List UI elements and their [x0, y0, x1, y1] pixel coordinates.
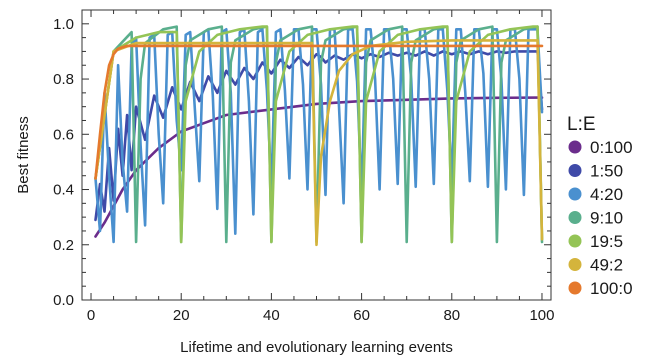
legend-swatch: [568, 211, 582, 224]
legend-label: 0:100: [590, 138, 633, 157]
y-tick-label: 0.6: [53, 126, 74, 143]
y-tick-label: 0.2: [53, 237, 74, 254]
x-tick-label: 80: [443, 307, 460, 324]
x-axis-title: Lifetime and evolutionary learning event…: [180, 339, 453, 356]
legend-label: 9:10: [590, 209, 623, 228]
legend-swatch: [568, 281, 582, 295]
legend-swatch: [568, 187, 582, 201]
legend-label: 100:0: [590, 279, 633, 298]
y-tick-label: 1.0: [53, 16, 74, 33]
legend-label: 4:20: [590, 185, 623, 204]
y-axis-title: Best fitness: [15, 116, 32, 194]
legend-title: L:E: [567, 114, 596, 135]
x-tick-label: 60: [353, 307, 370, 324]
x-tick-label: 100: [529, 307, 554, 324]
series-line-19-5: [94, 25, 544, 244]
legend-label: 1:50: [590, 162, 623, 181]
y-tick-label: 0.4: [53, 182, 74, 199]
y-tick-label: 0.0: [53, 292, 74, 309]
x-tick-label: 0: [87, 307, 95, 324]
series-layer: [94, 25, 544, 247]
legend-label: 19:5: [590, 232, 623, 251]
legend-swatch: [568, 258, 582, 271]
series-line-49-2: [94, 39, 544, 247]
legend-swatch: [568, 140, 582, 154]
series-line-4-20: [94, 27, 544, 244]
legend: L:E 0:100 1:50 4:20 9:10 19:5 49:2 100:0: [567, 114, 633, 298]
legend-label: 49:2: [590, 256, 623, 275]
series-line-100-0: [94, 44, 544, 180]
legend-swatch: [568, 164, 582, 177]
x-tick-label: 20: [173, 307, 190, 324]
x-tick-label: 40: [263, 307, 280, 324]
tick-layer: 0 20 40 60 80 100 0.0 0.2 0.4 0.6 0.8 1.0: [53, 10, 554, 324]
legend-swatch: [568, 234, 582, 248]
y-tick-label: 0.8: [53, 71, 74, 88]
